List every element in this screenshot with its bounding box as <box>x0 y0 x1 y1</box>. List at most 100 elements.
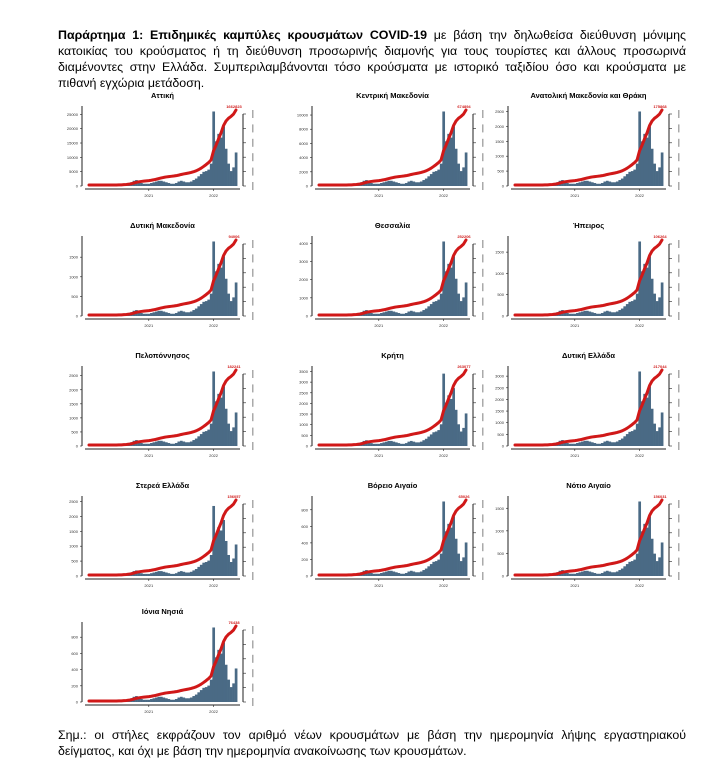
daily-cases-bar <box>583 440 587 446</box>
y-tick-label: 1000 <box>299 295 309 300</box>
daily-cases-bar <box>576 313 579 316</box>
daily-cases-bar <box>372 183 376 186</box>
daily-cases-bar <box>209 423 213 446</box>
daily-cases-bar <box>452 256 455 316</box>
cumulative-total-label: 106264 <box>653 234 667 239</box>
daily-cases-bar <box>598 313 602 316</box>
y-tick-label: 500 <box>497 432 504 437</box>
daily-cases-bar <box>169 699 173 702</box>
daily-cases-bar <box>444 141 448 186</box>
chart-svg: Ανατολική Μακεδονία και Θράκη 0 500 1000 150… <box>495 91 680 198</box>
daily-cases-bar <box>157 310 161 316</box>
secondary-y-tick-label <box>482 167 484 176</box>
daily-cases-bar <box>229 561 233 576</box>
daily-cases-bar <box>615 311 619 316</box>
daily-cases-bar <box>404 573 408 576</box>
daily-cases-bar <box>202 687 206 702</box>
daily-cases-bar <box>660 542 664 576</box>
daily-cases-bar <box>566 183 569 186</box>
y-tick-label: 2500 <box>495 109 505 114</box>
daily-cases-bar <box>615 181 619 186</box>
daily-cases-bar <box>377 313 381 316</box>
daily-cases-bar <box>167 313 171 316</box>
daily-cases-bar <box>409 310 413 316</box>
cumulative-total-label: 263077 <box>457 364 471 369</box>
daily-cases-bar <box>623 566 627 576</box>
daily-cases-bar <box>182 311 186 316</box>
secondary-y-tick-label <box>678 167 680 176</box>
daily-cases-bar <box>590 182 594 186</box>
daily-cases-bar <box>207 169 211 186</box>
daily-cases-bar <box>417 182 421 186</box>
daily-cases-bar <box>184 698 188 702</box>
daily-cases-bar <box>449 137 453 186</box>
daily-cases-bar <box>222 519 225 576</box>
epi-chart: Αττική 0 5000 10000 15000 20000 25000 2021 2022 1… <box>52 88 267 208</box>
daily-cases-bar <box>142 313 146 316</box>
daily-cases-bar <box>179 696 183 702</box>
chart-svg: Πελοπόννησος 0 500 1000 1500 2000 2500 2021 2022… <box>69 351 254 458</box>
daily-cases-bar <box>192 310 196 316</box>
daily-cases-bar <box>628 301 632 316</box>
daily-cases-bar <box>197 566 201 576</box>
y-tick-label: 0 <box>502 574 505 579</box>
daily-cases-bar <box>459 561 463 576</box>
daily-cases-bar <box>576 443 579 446</box>
daily-cases-bar <box>586 310 589 316</box>
daily-cases-bar <box>397 443 401 446</box>
daily-cases-bar <box>152 698 156 702</box>
daily-cases-bar <box>397 573 401 576</box>
chart-title: Δυτική Ελλάδα <box>562 351 615 360</box>
daily-cases-bar <box>414 182 418 186</box>
daily-cases-bar <box>449 398 453 446</box>
daily-cases-bar <box>140 313 143 316</box>
daily-cases-bar <box>402 183 406 186</box>
secondary-y-tick-label <box>678 543 680 552</box>
chart-title: Νότιο Αιγαίο <box>566 481 611 490</box>
y-tick-label: 1000 <box>69 415 79 420</box>
secondary-y-tick-label <box>678 370 680 378</box>
daily-cases-bar <box>566 573 569 576</box>
daily-cases-bar <box>157 571 161 576</box>
daily-cases-bar <box>380 183 383 186</box>
daily-cases-bar <box>150 183 153 186</box>
daily-cases-bar <box>402 313 406 316</box>
daily-cases-bar <box>174 183 178 186</box>
daily-cases-bar <box>382 572 386 576</box>
daily-cases-bar <box>573 183 577 186</box>
daily-cases-bar <box>199 304 203 316</box>
chart-title: Αττική <box>151 91 174 100</box>
y-tick-label: 1000 <box>495 271 505 276</box>
cumulative-total-label: 182241 <box>227 364 241 369</box>
daily-cases-bar <box>147 183 151 186</box>
daily-cases-bar <box>385 311 388 316</box>
secondary-y-tick-label <box>252 698 254 706</box>
x-tick-label: 2022 <box>209 323 219 328</box>
daily-cases-bar <box>598 443 602 446</box>
daily-cases-bar <box>367 181 371 186</box>
x-tick-label: 2021 <box>144 323 154 328</box>
daily-cases-bar <box>593 183 597 186</box>
daily-cases-bar <box>412 571 416 576</box>
daily-cases-bar <box>464 282 468 316</box>
secondary-y-tick-label <box>252 640 254 649</box>
daily-cases-bar <box>160 180 163 186</box>
daily-cases-bar <box>603 181 607 186</box>
daily-cases-bar <box>209 293 213 316</box>
cumulative-total-label: 65026 <box>458 494 470 499</box>
y-tick-label: 5000 <box>69 169 79 174</box>
daily-cases-bar <box>387 310 391 316</box>
secondary-y-tick-label <box>482 240 484 248</box>
epi-chart: Βόρειο Αιγαίο 0 200 400 600 800 2021 2022 65026 <box>282 478 497 598</box>
daily-cases-bar <box>419 441 423 446</box>
daily-cases-bar <box>457 163 460 186</box>
daily-cases-bar <box>184 442 188 446</box>
daily-cases-bar <box>586 440 589 446</box>
secondary-y-tick-label <box>252 669 254 678</box>
y-tick-label: 20000 <box>67 126 79 131</box>
daily-cases-bar <box>217 263 221 316</box>
daily-cases-bar <box>380 573 383 576</box>
daily-cases-bar <box>207 299 211 316</box>
daily-cases-bar <box>613 442 617 446</box>
daily-cases-bar <box>432 171 436 186</box>
